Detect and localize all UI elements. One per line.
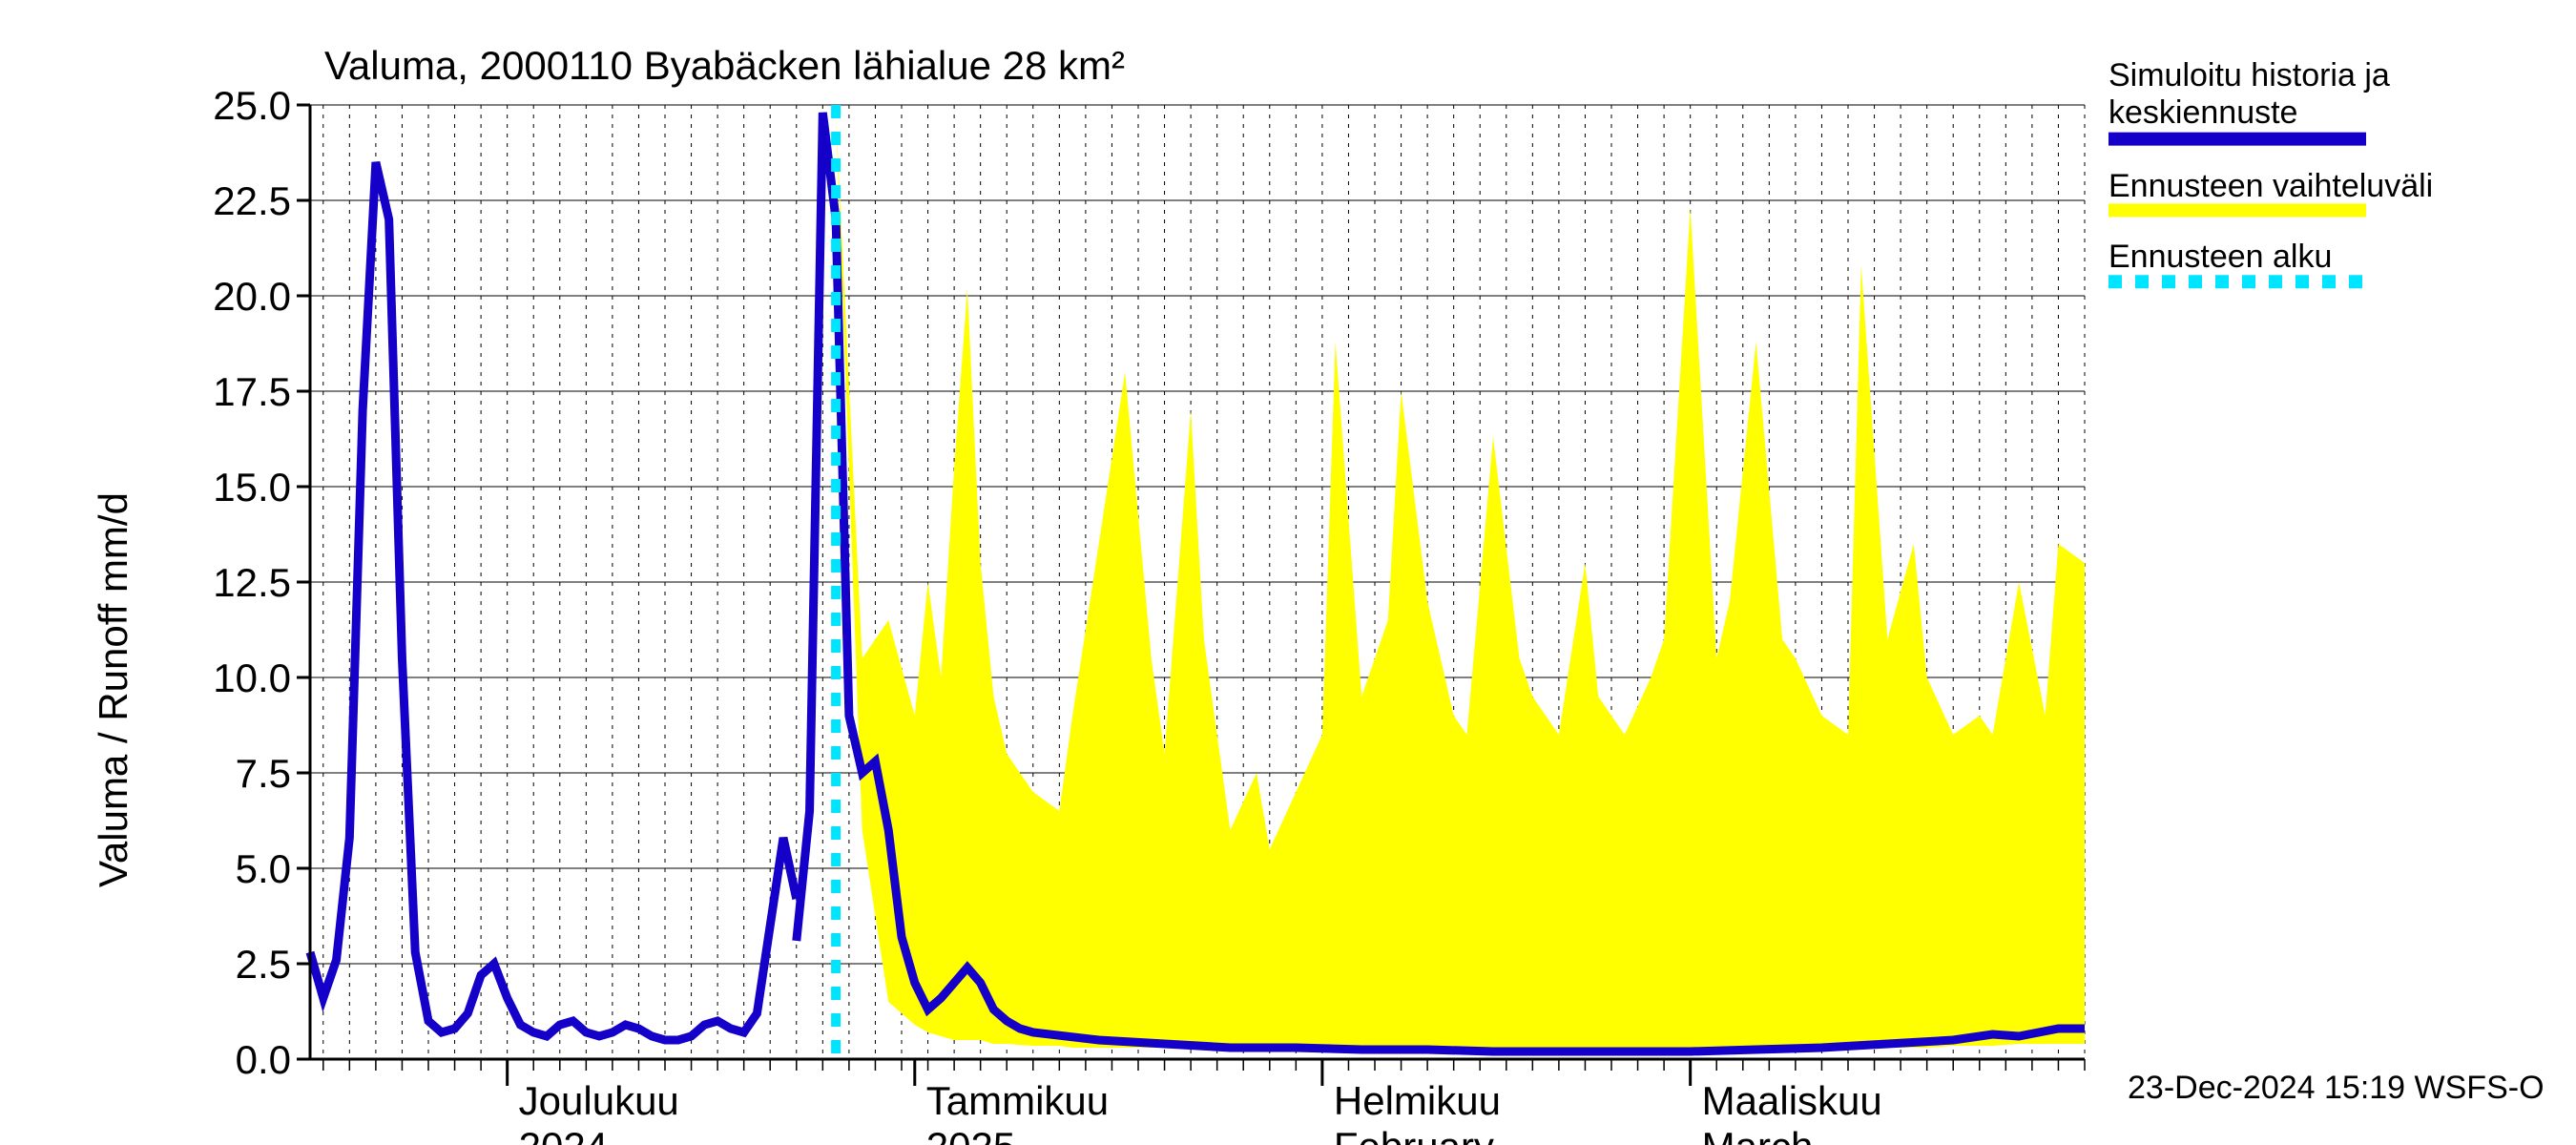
x-tick-label-top: Tammikuu	[926, 1078, 1109, 1124]
y-tick-label: 25.0	[157, 83, 291, 129]
x-tick-label-top: Joulukuu	[519, 1078, 679, 1124]
x-tick-label-sub: March	[1702, 1124, 1814, 1145]
x-tick-label-top: Maaliskuu	[1702, 1078, 1882, 1124]
y-tick-label: 12.5	[157, 560, 291, 606]
y-tick-label: 20.0	[157, 274, 291, 320]
y-tick-label: 0.0	[157, 1037, 291, 1083]
y-tick-label: 17.5	[157, 369, 291, 415]
x-tick-label-sub: February	[1334, 1124, 1494, 1145]
y-tick-label: 10.0	[157, 656, 291, 701]
footer-timestamp: 23-Dec-2024 15:19 WSFS-O	[2128, 1070, 2545, 1107]
y-tick-label: 2.5	[157, 942, 291, 988]
legend-entry-label: Ennusteen vaihteluväli	[2109, 168, 2433, 205]
x-tick-label-sub: 2025	[926, 1124, 1015, 1145]
x-tick-label-sub: 2024	[519, 1124, 608, 1145]
y-axis-label: Valuma / Runoff mm/d	[91, 492, 136, 887]
chart-title: Valuma, 2000110 Byabäcken lähialue 28 km…	[324, 43, 1125, 89]
y-tick-label: 7.5	[157, 751, 291, 797]
legend-entry-label: Simuloitu historia jakeskiennuste	[2109, 57, 2390, 132]
x-tick-label-top: Helmikuu	[1334, 1078, 1501, 1124]
y-tick-label: 15.0	[157, 465, 291, 510]
y-tick-label: 22.5	[157, 178, 291, 224]
y-tick-label: 5.0	[157, 846, 291, 892]
legend-entry-label: Ennusteen alku	[2109, 239, 2332, 276]
